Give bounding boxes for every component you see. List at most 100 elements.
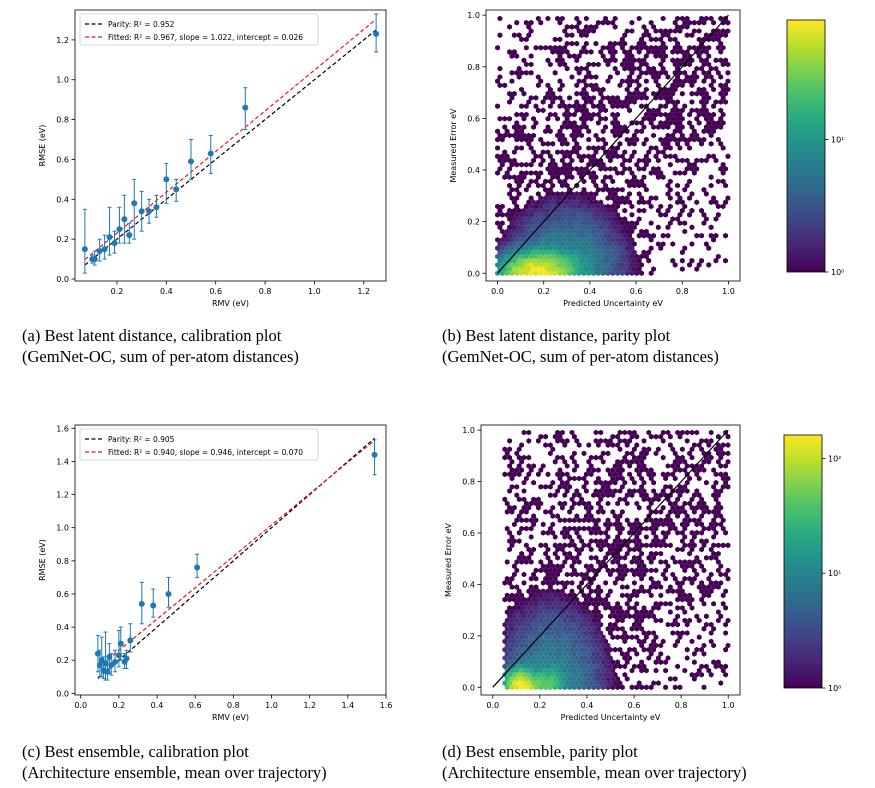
hex-cell-b xyxy=(528,228,534,235)
hex-cell-d xyxy=(591,575,596,582)
hex-cell-b xyxy=(684,166,690,172)
hex-cell-d xyxy=(658,542,664,549)
hex-cell-b xyxy=(708,74,714,80)
hex-cell-d xyxy=(699,446,704,452)
hex-cell-b xyxy=(571,136,577,143)
hex-cell-d xyxy=(675,546,680,553)
hex-cell-d xyxy=(708,571,714,578)
hex-cell-b xyxy=(533,212,539,218)
hex-cell-b xyxy=(569,74,575,80)
hex-cell-d xyxy=(668,433,673,440)
hex-cell-b xyxy=(511,132,517,139)
hex-cell-b xyxy=(557,53,563,59)
hex-cell-d xyxy=(593,680,599,686)
hex-cell-b xyxy=(555,232,560,239)
hex-cell-b xyxy=(703,90,709,97)
hex-cell-d xyxy=(514,659,520,665)
hex-cell-b xyxy=(627,157,632,164)
hex-cell-b xyxy=(521,232,527,239)
hex-cell-d xyxy=(519,667,524,674)
hex-cell-b xyxy=(574,40,580,47)
hex-cell-d xyxy=(567,609,572,615)
hex-cell-b xyxy=(543,262,548,268)
hex-cell-d xyxy=(588,596,594,603)
hex-cell-b xyxy=(571,128,577,135)
hex-cell-b xyxy=(612,49,618,55)
hex-cell-d xyxy=(514,667,520,674)
hex-cell-b xyxy=(665,116,671,122)
hex-cell-b xyxy=(605,220,611,226)
hex-cell-b xyxy=(718,15,724,22)
hex-cell-d xyxy=(581,651,587,657)
hex-cell-b xyxy=(550,141,556,147)
hex-cell-b xyxy=(691,78,697,84)
hex-cell-b xyxy=(581,187,587,193)
hex-cell-d xyxy=(512,672,517,678)
hex-cell-d xyxy=(548,484,553,490)
hex-cell-d xyxy=(672,559,678,565)
hex-cell-b xyxy=(598,232,604,239)
hex-cell-b xyxy=(651,107,656,114)
hex-cell-d xyxy=(668,676,673,682)
hex-cell-b xyxy=(660,32,666,38)
hex-cell-b xyxy=(725,153,731,160)
hex-cell-d xyxy=(653,567,659,574)
hex-cell-d xyxy=(581,525,587,532)
hex-cell-d xyxy=(543,667,548,674)
hex-cell-b xyxy=(600,220,606,226)
hex-cell-d xyxy=(622,630,628,636)
hex-cell-b xyxy=(665,90,671,97)
hex-cell-b xyxy=(507,132,512,139)
hex-cell-d xyxy=(562,684,568,691)
y-axis-label-c: RMSE (eV) xyxy=(38,539,47,581)
hex-cell-b xyxy=(588,241,594,247)
hex-cell-d xyxy=(651,538,656,544)
hex-cell-b xyxy=(564,40,570,47)
hex-cell-b xyxy=(706,128,712,135)
hex-cell-b xyxy=(663,145,668,151)
hex-cell-d xyxy=(572,601,577,607)
hex-cell-d xyxy=(557,542,563,549)
hex-cell-b xyxy=(703,157,709,164)
hex-cell-d xyxy=(708,429,714,436)
hex-cell-d xyxy=(603,521,608,528)
hex-cell-d xyxy=(675,454,680,461)
hex-cell-d xyxy=(629,684,635,691)
hex-cell-d xyxy=(509,676,515,682)
x-axis-label-d: Predicted Uncertainty eV xyxy=(561,713,661,722)
hex-cell-d xyxy=(524,509,529,515)
hex-cell-d xyxy=(608,655,613,661)
data-point-c-15 xyxy=(150,602,157,609)
hex-cell-b xyxy=(595,145,601,151)
hex-cell-d xyxy=(569,646,575,653)
hex-cell-b xyxy=(571,203,577,210)
hex-cell-d xyxy=(665,513,671,519)
hex-cell-d xyxy=(560,454,565,461)
hex-cell-b xyxy=(665,224,671,231)
hex-cell-b xyxy=(629,245,635,251)
hex-cell-d xyxy=(605,667,611,674)
hex-cell-b xyxy=(511,149,517,155)
hex-cell-b xyxy=(603,15,608,22)
hex-cell-b xyxy=(579,266,584,272)
hex-cell-b xyxy=(679,207,685,214)
hex-cell-d xyxy=(504,592,510,599)
hex-cell-d xyxy=(692,559,697,565)
hex-cell-d xyxy=(620,475,625,482)
hex-cell-d xyxy=(596,542,601,549)
hex-cell-b xyxy=(516,232,522,239)
hex-cell-b xyxy=(653,95,659,101)
hex-cell-d xyxy=(581,626,587,632)
hex-cell-b xyxy=(699,207,704,214)
hex-cell-d xyxy=(639,450,644,457)
hex-cell-d xyxy=(555,680,560,686)
hex-cell-d xyxy=(624,592,630,599)
caption-a: (a) Best latent distance, calibration pl… xyxy=(22,325,299,367)
hex-cell-b xyxy=(703,124,709,130)
hex-cell-b xyxy=(531,207,536,214)
hex-cell-d xyxy=(608,438,613,444)
hex-cell-d xyxy=(552,684,558,691)
hex-cell-b xyxy=(574,241,580,247)
hex-cell-b xyxy=(545,207,551,214)
hex-cell-b xyxy=(598,199,604,205)
